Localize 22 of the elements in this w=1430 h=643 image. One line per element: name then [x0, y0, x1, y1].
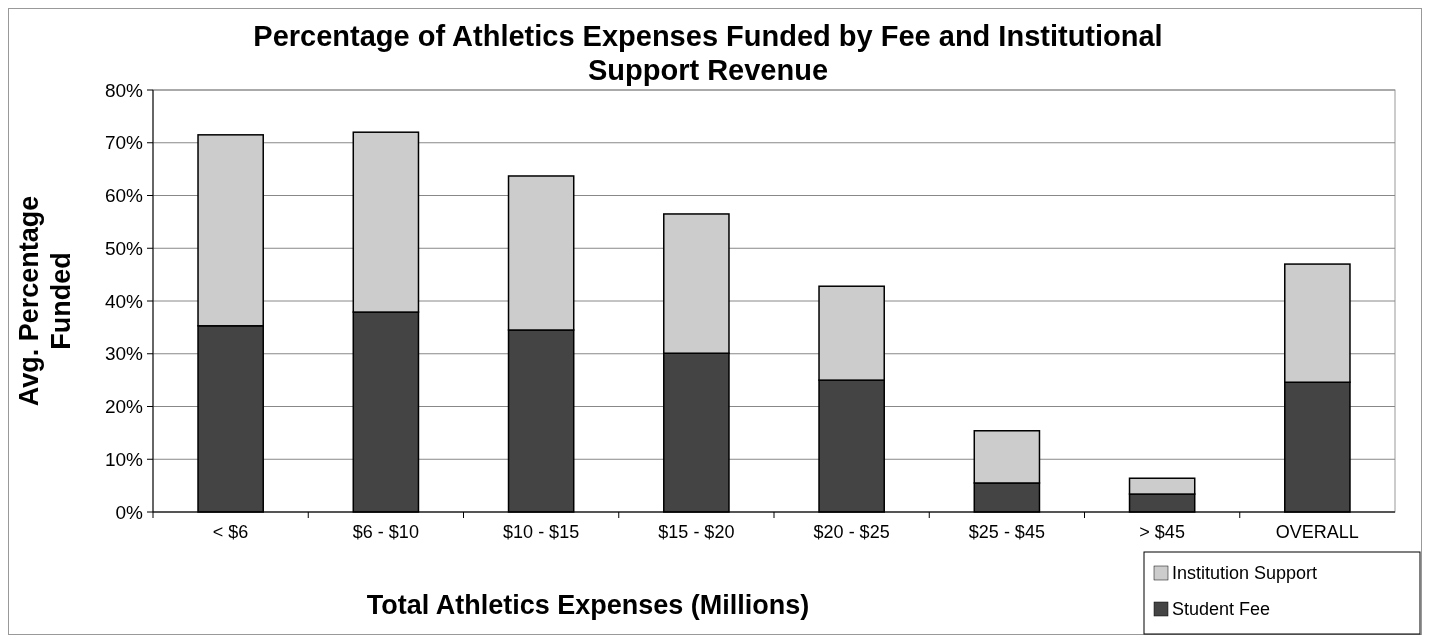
x-tick-label: $10 - $15 [503, 522, 580, 542]
x-tick-label: OVERALL [1275, 522, 1359, 542]
legend-label: Institution Support [1172, 563, 1318, 584]
y-tick-label: 60% [104, 185, 144, 207]
x-tick-label: $25 - $45 [968, 522, 1045, 542]
y-tick-label: 80% [104, 79, 144, 101]
x-tick-label: $15 - $20 [658, 522, 735, 542]
y-tick-label: 50% [104, 237, 144, 259]
y-tick-label: 20% [104, 396, 144, 418]
y-tick-label: 10% [104, 448, 144, 470]
y-tick-label: 40% [104, 290, 144, 312]
x-axis-title: Total Athletics Expenses (Millions) [366, 590, 810, 620]
y-axis-title: Avg. Percentage Funded [14, 195, 76, 407]
y-tick-label: 30% [104, 343, 144, 365]
x-tick-label: $6 - $10 [352, 522, 419, 542]
x-tick-label: $20 - $25 [813, 522, 890, 542]
chart-title: Percentage of Athletics Expenses Funded by Fee and Institutional Support Revenue [253, 20, 1163, 86]
x-tick-label: < $6 [212, 522, 249, 542]
x-tick-label: > $45 [1139, 522, 1185, 542]
legend-label: Student Fee [1172, 599, 1271, 620]
y-tick-label: 0% [115, 501, 144, 523]
y-tick-label: 70% [104, 132, 144, 154]
